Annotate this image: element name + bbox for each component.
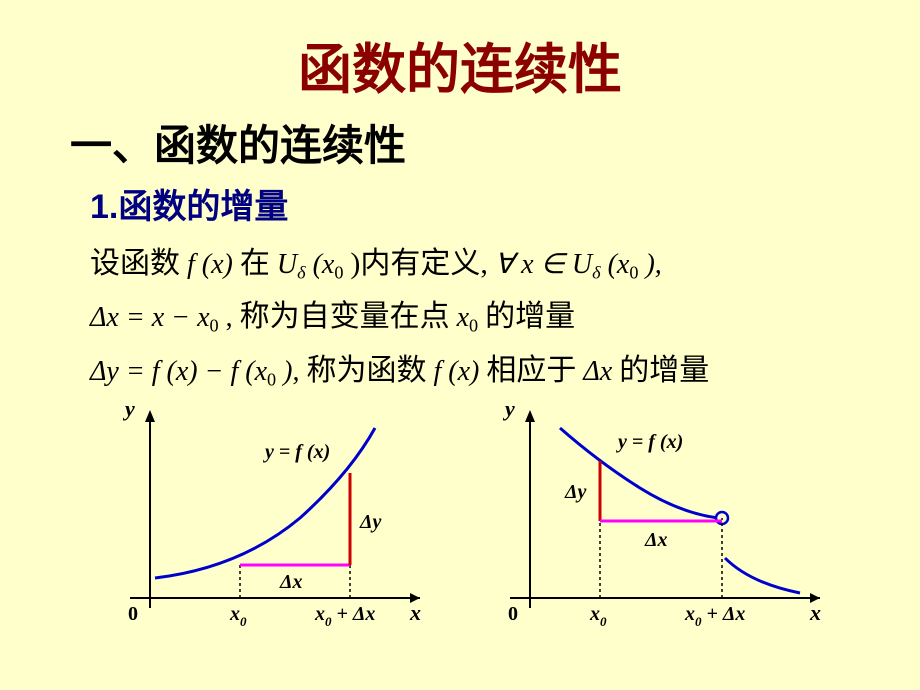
slide: { "title": "函数的连续性", "section": "一、函数的连续… <box>0 0 920 690</box>
y-label-r: y <box>502 398 515 421</box>
curve-label-r: y = f (x) <box>616 431 683 453</box>
chart-right: y x 0 y = f (x) Δy Δx x0 x0 + Δx <box>470 398 830 638</box>
x0s3: 0 <box>210 316 219 336</box>
dy-eq: Δy = f (x) − f (x <box>90 356 267 387</box>
x0p1: (x <box>313 249 335 280</box>
x0dx-label-r: x0 + Δx <box>684 603 745 629</box>
math-definition: 设函数 f (x) 在 Uδ (x0 )内有定义, ∀ x ∈ Uδ (x0 )… <box>90 238 890 390</box>
chart-svg-right: y x 0 y = f (x) Δy Δx x0 x0 + Δx <box>470 398 850 638</box>
comma: , <box>226 302 233 333</box>
chart-svg-left: y x 0 y = f (x) Δy Δx x0 x0 + Δx <box>90 398 450 638</box>
dx-label-r: Δx <box>644 529 668 551</box>
y-arrow-r <box>525 410 535 422</box>
forall: ∀ x ∈ U <box>495 249 592 280</box>
delta1: δ <box>297 262 305 282</box>
x0s2: 0 <box>629 262 638 282</box>
text-increment: 的增量 <box>485 300 575 333</box>
y-arrow <box>145 410 155 422</box>
line1-end: ), <box>645 249 661 280</box>
dy-label-r: Δy <box>564 481 587 503</box>
chart-left: y x 0 y = f (x) Δy Δx x0 x0 + Δx <box>90 398 450 638</box>
x0s5: 0 <box>267 369 276 389</box>
text-corresponding: 相应于 <box>486 354 576 387</box>
x0-label: x0 <box>229 603 247 629</box>
dy-label: Δy <box>359 511 382 533</box>
dx-label: Δx <box>279 571 303 593</box>
x0-label-r: x0 <box>589 603 607 629</box>
delta2: δ <box>592 262 600 282</box>
origin-r: 0 <box>508 603 518 625</box>
x0s4: 0 <box>469 316 478 336</box>
definition-line-1: 设函数 f (x) 在 Uδ (x0 )内有定义, ∀ x ∈ Uδ (x0 )… <box>90 238 890 283</box>
x-label-r: x <box>809 600 821 625</box>
x0dx-label: x0 + Δx <box>314 603 375 629</box>
x0p2: (x <box>608 249 630 280</box>
text-prefix: 设函数 <box>90 247 180 280</box>
dx-eq: Δx = x − x <box>90 302 210 333</box>
subsection-heading: 1.函数的增量 <box>90 179 890 228</box>
charts-row: y x 0 y = f (x) Δy Δx x0 x0 + Δx <box>90 398 890 638</box>
definition-line-3: Δy = f (x) − f (x0 ), 称为函数 f (x) 相应于 Δx … <box>90 345 890 390</box>
text-defined: )内有定义, <box>350 247 488 280</box>
dx2: Δx <box>583 356 612 387</box>
fx: f (x) <box>187 249 233 280</box>
U1: U <box>277 249 297 280</box>
curve-r2 <box>725 558 800 593</box>
origin: 0 <box>128 603 138 625</box>
x0s1: 0 <box>334 262 343 282</box>
curve-label: y = f (x) <box>263 441 330 463</box>
x0v: x <box>457 302 469 333</box>
text-called2: 称为函数 <box>306 354 426 387</box>
x-label: x <box>409 600 421 625</box>
page-title: 函数的连续性 <box>30 25 890 104</box>
definition-line-2: Δx = x − x0 , 称为自变量在点 x0 的增量 <box>90 291 890 336</box>
section-heading: 一、函数的连续性 <box>70 112 890 173</box>
text-in: 在 <box>240 247 270 280</box>
y-label: y <box>122 398 135 421</box>
close: ), <box>283 356 299 387</box>
text-increment2: 的增量 <box>619 354 709 387</box>
fx2: f (x) <box>433 356 479 387</box>
text-called: 称为自变量在点 <box>240 300 450 333</box>
